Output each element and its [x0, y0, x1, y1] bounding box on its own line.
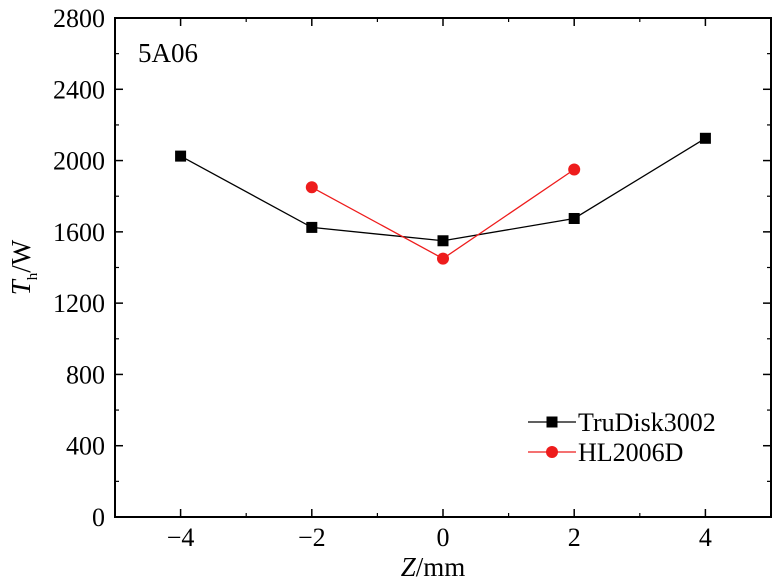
y-axis-unit: /W — [6, 239, 36, 273]
chart-annotation: 5A06 — [138, 38, 198, 68]
x-tick-label: 2 — [568, 523, 581, 552]
y-axis-variable: T — [6, 278, 36, 295]
x-tick-label: −2 — [298, 523, 326, 552]
data-point — [305, 181, 318, 194]
x-axis-title: Z/mm — [401, 552, 466, 582]
x-axis-unit: /mm — [416, 552, 466, 582]
y-axis-title: Th/W — [6, 239, 41, 295]
y-tick-label: 400 — [66, 432, 105, 461]
y-tick-label: 2000 — [53, 147, 105, 176]
data-point — [568, 163, 581, 176]
data-point — [568, 212, 580, 224]
x-axis-variable: Z — [401, 552, 417, 582]
data-point — [437, 252, 449, 265]
data-point — [699, 132, 711, 144]
plot-frame — [114, 17, 772, 518]
y-tick-label: 0 — [92, 503, 105, 532]
series-HL2006D — [305, 163, 581, 265]
x-tick-label: 4 — [699, 523, 712, 552]
data-point — [306, 221, 318, 233]
y-tick-label: 2400 — [53, 75, 105, 104]
legend-marker — [546, 446, 558, 458]
legend-item: TruDisk3002 — [528, 408, 716, 437]
legend-marker — [546, 416, 558, 428]
legend-label: HL2006D — [578, 438, 683, 467]
series-TruDisk3002 — [175, 132, 711, 247]
y-tick-label: 1600 — [53, 218, 105, 247]
y-tick-label: 2800 — [53, 4, 105, 33]
legend-label: TruDisk3002 — [578, 408, 716, 437]
data-point — [437, 235, 449, 247]
y-tick-label: 1200 — [53, 289, 105, 318]
legend-item: HL2006D — [528, 438, 683, 467]
series-line — [180, 137, 706, 242]
tick-labels: −4 −2 0 2 4 0 400 800 1200 1600 2000 2400 2800 — [53, 4, 712, 552]
x-tick-label: 0 — [437, 523, 450, 552]
series-layer — [175, 132, 711, 265]
x-tick-label: −4 — [167, 523, 195, 552]
y-axis-subscript: h — [25, 272, 41, 280]
data-point — [175, 150, 187, 162]
y-tick-label: 800 — [66, 360, 105, 389]
